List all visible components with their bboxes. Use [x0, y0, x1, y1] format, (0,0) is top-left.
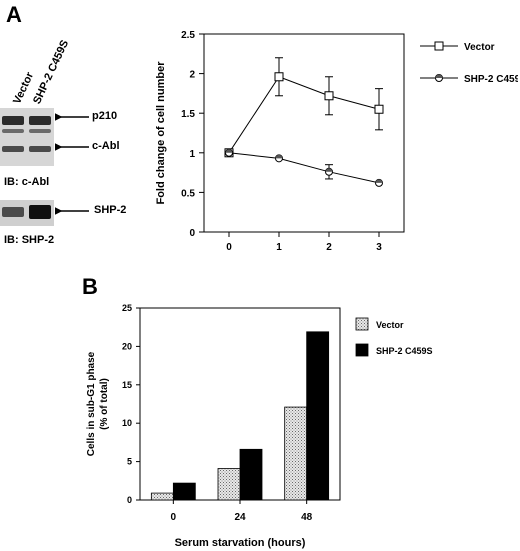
- line-chart: 0 0.5 1 1.5 2 2.5 0 1 2 3 Fold change of cell numb…: [155, 30, 518, 253]
- data-point-fill: [275, 154, 283, 159]
- data-point-fill: [375, 179, 383, 183]
- legend-swatch: [355, 343, 369, 357]
- panel-a-letter: A: [6, 2, 22, 27]
- legend-marker-fill: [435, 74, 443, 78]
- bar: [172, 482, 196, 501]
- x-tick-label: 48: [301, 512, 313, 523]
- x-tick-label: 3: [376, 242, 382, 253]
- ib-label-cabl: IB: c-Abl: [4, 176, 50, 188]
- blot-arrows: [55, 111, 89, 217]
- x-tick-label: 24: [234, 512, 246, 523]
- y-tick-label: 15: [122, 380, 132, 390]
- ib-label-shp2: IB: SHP-2: [4, 234, 55, 246]
- y-tick-label: 0: [127, 495, 132, 505]
- bar: [217, 468, 241, 501]
- data-point: [324, 91, 334, 101]
- y-tick-label: 1.5: [181, 109, 195, 120]
- data-point-fill: [225, 149, 233, 153]
- data-point-fill: [325, 168, 333, 172]
- panel-b-letter: B: [82, 274, 98, 299]
- legend-marker: [434, 41, 444, 51]
- x-axis-label: Serum starvation (hours): [175, 537, 306, 549]
- series-line-1: [228, 152, 380, 184]
- band-p210-vector: [2, 116, 24, 125]
- line-chart-frame: [203, 33, 405, 233]
- legend-label: Vector: [376, 320, 404, 330]
- band-shp2-vector: [2, 207, 24, 217]
- band-label-shp2: SHP-2: [94, 204, 127, 216]
- data-point: [274, 72, 284, 82]
- y-axis-label: Cells in sub-G1 phase (% of total): [86, 351, 110, 456]
- blot-membrane-cabl: [0, 108, 54, 166]
- bar: [284, 406, 308, 501]
- x-tick-label: 0: [226, 242, 232, 253]
- bar: [306, 331, 330, 501]
- y-tick-label: 25: [122, 303, 132, 313]
- bar: [239, 448, 263, 501]
- y-tick-label: 0.5: [181, 188, 195, 199]
- bar: [150, 492, 174, 501]
- band-label-cabl: c-Abl: [92, 140, 120, 152]
- data-point: [374, 104, 384, 114]
- y-tick-label: 2.5: [181, 30, 195, 41]
- band-cabl-vector: [2, 146, 24, 152]
- y-tick-label: 1: [189, 149, 195, 160]
- x-tick-label: 0: [171, 512, 177, 523]
- band-cabl-shp2: [29, 146, 51, 152]
- band-p210-lower-vector: [2, 129, 24, 133]
- y-axis-label-line: Cells in sub-G1 phase: [86, 351, 97, 456]
- band-shp2-shp2: [29, 205, 51, 219]
- x-tick-label: 1: [276, 242, 282, 253]
- band-p210-lower-shp2: [29, 129, 51, 133]
- legend-label: SHP-2 C459S: [464, 74, 518, 85]
- legend-swatch: [355, 317, 369, 331]
- y-tick-label: 2: [189, 70, 195, 81]
- blot-membrane-shp2: [0, 200, 54, 226]
- y-tick-label: 5: [127, 457, 132, 467]
- y-axis-label-line: (% of total): [99, 378, 110, 430]
- y-tick-label: 20: [122, 341, 132, 351]
- y-tick-label: 10: [122, 418, 132, 428]
- x-tick-label: 2: [326, 242, 332, 253]
- bar-chart: 0 5 10 15 20 25 0 24 48 Serum starvation (hours) C…: [86, 303, 433, 549]
- series-line-0: [228, 76, 380, 154]
- band-p210-shp2: [29, 116, 51, 125]
- y-axis-label: Fold change of cell number: [155, 61, 167, 205]
- legend-label: Vector: [464, 42, 495, 53]
- western-blot: Vector SHP-2 C459S p210 c-Abl SHP-2 IB: …: [0, 0, 160, 275]
- lane-label-shp2: SHP-2 C459S: [31, 38, 72, 106]
- legend-label: SHP-2 C459S: [376, 346, 433, 356]
- y-tick-label: 0: [189, 228, 195, 239]
- band-label-p210: p210: [92, 110, 118, 122]
